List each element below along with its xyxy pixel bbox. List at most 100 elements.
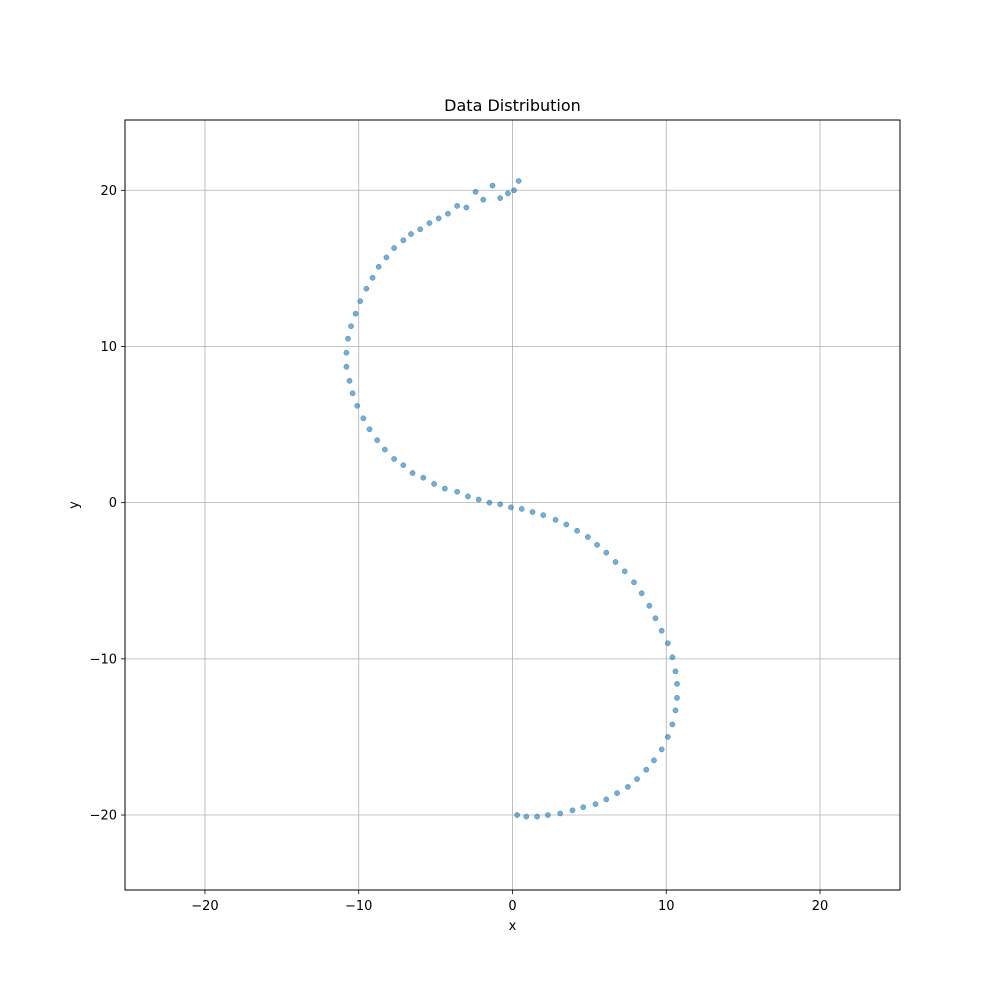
data-point xyxy=(426,220,433,226)
data-point xyxy=(475,496,482,503)
data-point xyxy=(472,188,479,195)
y-tick-label: 0 xyxy=(109,496,117,511)
data-point xyxy=(672,707,679,714)
data-point xyxy=(518,506,525,512)
data-point xyxy=(652,615,659,622)
data-point xyxy=(408,231,414,237)
data-point xyxy=(669,721,676,728)
data-point xyxy=(563,521,570,528)
y-tick-label: 10 xyxy=(100,340,117,355)
data-point xyxy=(382,446,388,453)
data-point xyxy=(658,627,665,634)
data-point xyxy=(529,509,536,515)
y-tick-label: −10 xyxy=(90,652,117,667)
data-point xyxy=(523,813,530,820)
data-point xyxy=(674,680,680,687)
data-point xyxy=(497,195,504,201)
data-point xyxy=(391,456,397,462)
data-point xyxy=(374,437,381,444)
data-point xyxy=(480,196,487,203)
data-point xyxy=(348,323,354,330)
x-tick-label: −20 xyxy=(191,899,218,914)
data-point xyxy=(574,527,580,534)
data-point xyxy=(360,415,367,422)
x-tick-label: 20 xyxy=(812,899,829,914)
data-point xyxy=(357,298,364,305)
data-point xyxy=(463,204,470,211)
data-point xyxy=(445,210,451,217)
data-point xyxy=(646,602,653,609)
y-axis-ticks: −20 −10 0 10 20 xyxy=(90,184,125,824)
data-point xyxy=(431,481,437,487)
data-point xyxy=(592,801,599,807)
data-point xyxy=(346,377,353,384)
data-point xyxy=(534,813,540,820)
data-point xyxy=(669,654,676,661)
data-point xyxy=(634,776,640,782)
data-point xyxy=(552,516,559,523)
data-point xyxy=(594,541,600,548)
data-point xyxy=(584,534,591,540)
data-point xyxy=(417,226,424,233)
data-point xyxy=(643,766,650,773)
data-point xyxy=(343,349,350,356)
data-point xyxy=(354,402,361,409)
data-point xyxy=(349,390,356,397)
data-point xyxy=(391,245,397,251)
data-point xyxy=(375,263,382,270)
y-tick-label: −20 xyxy=(90,809,117,824)
data-point xyxy=(545,812,551,818)
x-tick-label: 0 xyxy=(508,899,516,914)
data-point xyxy=(664,734,671,740)
data-point xyxy=(505,190,511,197)
y-tick-label: 20 xyxy=(100,184,117,199)
data-point xyxy=(343,363,350,370)
data-point xyxy=(624,784,631,790)
data-point xyxy=(486,499,493,506)
data-point xyxy=(489,182,496,189)
data-points xyxy=(343,178,680,820)
data-point xyxy=(514,812,520,818)
data-point xyxy=(369,274,376,281)
x-tick-label: 10 xyxy=(658,899,675,914)
data-point xyxy=(435,215,442,222)
data-point xyxy=(454,203,460,209)
data-point xyxy=(612,559,619,565)
x-axis-ticks: −20 −10 0 10 20 xyxy=(191,890,828,914)
y-axis-label: y xyxy=(67,501,82,509)
data-point xyxy=(651,757,657,764)
data-point xyxy=(400,462,407,469)
data-point xyxy=(454,488,460,495)
data-point xyxy=(614,790,620,797)
data-point xyxy=(631,579,637,586)
data-point xyxy=(409,470,416,476)
data-point xyxy=(674,695,680,701)
data-point xyxy=(420,474,427,481)
data-point xyxy=(508,504,514,511)
data-point xyxy=(465,493,471,500)
data-point xyxy=(603,549,610,556)
data-point xyxy=(603,796,610,803)
data-point xyxy=(363,285,370,292)
data-point xyxy=(621,568,628,575)
data-point xyxy=(366,426,373,433)
data-point xyxy=(383,254,390,261)
data-point xyxy=(441,485,448,492)
data-point xyxy=(569,807,576,814)
data-point xyxy=(345,335,351,342)
data-point xyxy=(672,668,679,675)
data-point xyxy=(400,237,407,244)
data-point xyxy=(540,512,547,519)
chart-title: Data Distribution xyxy=(444,96,581,115)
data-point xyxy=(497,501,504,508)
data-point xyxy=(515,178,522,184)
x-tick-label: −10 xyxy=(345,899,372,914)
data-point xyxy=(352,310,359,317)
x-axis-label: x xyxy=(509,919,517,934)
data-point xyxy=(658,746,665,753)
data-point xyxy=(511,187,517,194)
data-point xyxy=(580,804,587,811)
data-point xyxy=(557,810,564,817)
